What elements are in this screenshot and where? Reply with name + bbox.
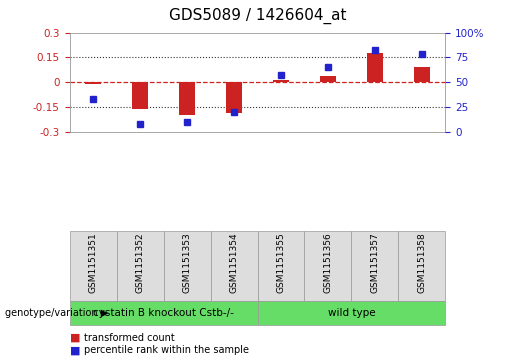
Bar (179, 82, 195, 115)
Text: GSM1151356: GSM1151356 (323, 232, 333, 293)
Text: cystatin B knockout Cstb-/-: cystatin B knockout Cstb-/- (93, 308, 234, 318)
Text: GSM1151357: GSM1151357 (370, 232, 380, 293)
Text: wild type: wild type (328, 308, 375, 318)
Text: GSM1151352: GSM1151352 (135, 232, 145, 293)
Bar (226, 82, 242, 113)
Text: GDS5089 / 1426604_at: GDS5089 / 1426604_at (169, 8, 346, 24)
Text: ■: ■ (70, 345, 80, 355)
Text: percentile rank within the sample: percentile rank within the sample (84, 345, 249, 355)
Bar (367, 53, 383, 82)
Text: GSM1151355: GSM1151355 (277, 232, 285, 293)
Text: GSM1151358: GSM1151358 (418, 232, 426, 293)
Bar (320, 76, 336, 82)
Text: transformed count: transformed count (84, 333, 175, 343)
Text: ■: ■ (70, 333, 80, 343)
Text: GSM1151351: GSM1151351 (89, 232, 97, 293)
Bar (132, 82, 148, 109)
Bar (414, 67, 430, 82)
Bar (273, 81, 289, 82)
Text: genotype/variation ▶: genotype/variation ▶ (5, 308, 108, 318)
Bar (85, 82, 101, 84)
Text: GSM1151354: GSM1151354 (230, 232, 238, 293)
Text: GSM1151353: GSM1151353 (182, 232, 192, 293)
